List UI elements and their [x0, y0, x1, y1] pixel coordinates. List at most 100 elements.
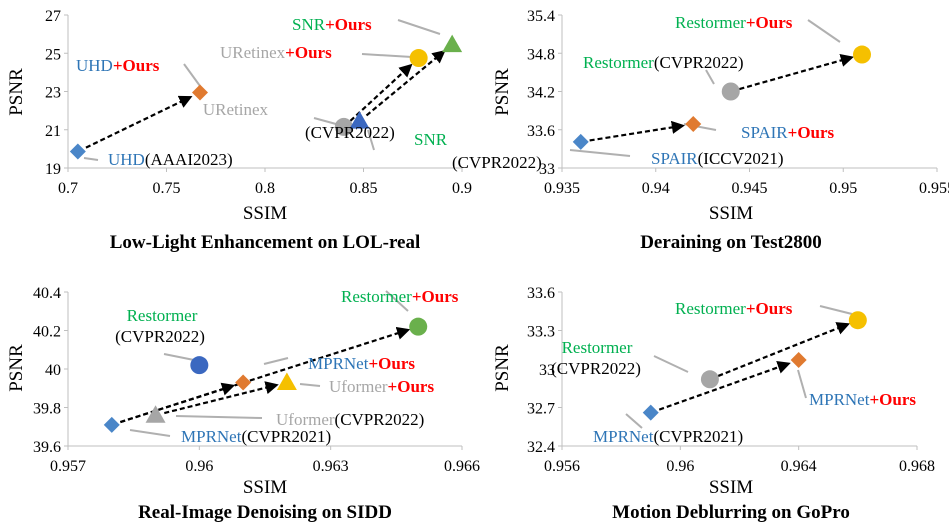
point-label-part: UHD: [108, 150, 145, 169]
point-label-part: Uformer: [276, 410, 335, 429]
x-tick-label: 0.935: [544, 180, 580, 197]
leader-line: [625, 413, 643, 429]
chart-title: Low-Light Enhancement on LOL-real: [110, 232, 421, 253]
chart-panel: 19 21 23 25 27 0.7 0.75 0.8 0.85 0.9 SSIM PSNR Low-L…: [6, 8, 542, 253]
point-label: MPRNet(CVPR2021): [593, 427, 743, 446]
point-label-part: SPAIR: [741, 123, 788, 142]
point-label-part: (CVPR2021): [653, 427, 743, 446]
point-label-part: +Ours: [412, 287, 459, 306]
y-tick-label: 32.7: [527, 401, 555, 418]
y-tick-label: 34.8: [527, 46, 555, 63]
point-label-venue: (CVPR2022): [551, 359, 641, 378]
leader-line: [569, 149, 631, 157]
point-label-part: MPRNet: [181, 427, 242, 446]
y-axis-label: PSNR: [492, 344, 513, 392]
chart-panel: 32.4 32.7 33 33.3 33.6 0.956 0.96 0.964 0.968 SSI…: [492, 285, 935, 523]
x-tick-label: 0.96: [185, 458, 213, 475]
point-label-part: Restormer: [675, 13, 746, 32]
data-point-circle: [721, 82, 740, 101]
chart-panel: 39.6 39.8 40 40.2 40.4 0.957 0.96 0.963 0.966 SSI…: [6, 285, 480, 523]
x-tick-label: 0.95: [829, 180, 857, 197]
x-axis-label: SSIM: [709, 477, 753, 498]
point-label: SPAIR+Ours: [741, 123, 835, 142]
point-label-part: (CVPR2022): [335, 410, 425, 429]
data-point-triangle: [276, 372, 297, 390]
point-label: SPAIR(ICCV2021): [651, 149, 784, 168]
leader-line: [361, 53, 413, 58]
point-label: Uformer+Ours: [329, 377, 434, 396]
point-label-part: +Ours: [746, 299, 793, 318]
point-label-venue: (CVPR2022): [305, 123, 395, 142]
improvement-arrow: [164, 381, 279, 415]
x-tick-label: 0.945: [732, 180, 768, 197]
data-point-diamond: [103, 416, 120, 433]
data-point-diamond: [685, 116, 702, 133]
chart-title: Deraining on Test2800: [640, 232, 822, 253]
point-label-part: Restormer: [562, 338, 633, 357]
y-tick-label: 33: [539, 362, 555, 379]
point-label: MPRNet(CVPR2021): [181, 427, 331, 446]
point-label: Restormer: [562, 338, 633, 357]
improvement-arrow: [658, 361, 791, 411]
x-tick-label: 0.956: [544, 458, 580, 475]
y-tick-label: 21: [45, 123, 61, 140]
y-tick-label: 40: [45, 362, 61, 379]
y-tick-label: 39.8: [33, 401, 61, 418]
point-label-part: UHD: [76, 56, 113, 75]
leader-line: [397, 19, 441, 35]
improvement-arrow: [717, 322, 851, 377]
point-label-part: SNR: [292, 15, 326, 34]
x-tick-label: 0.963: [313, 458, 349, 475]
x-tick-label: 0.966: [444, 458, 480, 475]
y-tick-label: 33.6: [527, 123, 555, 140]
data-point-diamond: [642, 404, 659, 421]
point-label: URetinex+Ours: [220, 43, 332, 62]
data-point-circle: [700, 370, 719, 389]
leader-line: [83, 157, 99, 161]
x-tick-label: 0.94: [642, 180, 670, 197]
improvement-arrow: [120, 326, 411, 424]
point-label-part: +Ours: [388, 377, 435, 396]
data-point-diamond: [572, 133, 589, 150]
y-tick-label: 27: [45, 8, 61, 25]
x-tick-label: 0.9: [452, 180, 472, 197]
y-tick-label: 32.4: [527, 439, 555, 456]
y-tick-label: 19: [45, 161, 61, 178]
point-label: UHD+Ours: [76, 56, 160, 75]
leader-line: [129, 429, 171, 437]
chart-title: Motion Deblurring on GoPro: [612, 502, 850, 523]
x-axis-label: SSIM: [243, 477, 287, 498]
point-label-part: +Ours: [788, 123, 835, 142]
y-tick-label: 39.6: [33, 439, 61, 456]
data-point-diamond: [69, 143, 86, 160]
x-axis-label: SSIM: [709, 203, 753, 224]
leader-line: [705, 69, 715, 85]
point-label-part: MPRNet: [809, 390, 870, 409]
chart-title: Real-Image Denoising on SIDD: [138, 502, 392, 523]
y-axis-label: PSNR: [6, 344, 27, 392]
improvement-arrow: [349, 63, 413, 122]
improvement-arrow: [365, 49, 446, 117]
point-label-part: SPAIR: [651, 149, 698, 168]
data-point-diamond: [191, 84, 208, 101]
x-tick-label: 0.968: [899, 458, 935, 475]
point-label-part: +Ours: [869, 390, 916, 409]
point-label-part: Uformer: [329, 377, 388, 396]
point-label: SNR+Ours: [292, 15, 372, 34]
point-label-part: +Ours: [325, 15, 372, 34]
chart-panel: 33 33.6 34.2 34.8 35.4 0.935 0.94 0.945 0.95 0.95…: [492, 8, 949, 253]
x-tick-label: 0.75: [153, 180, 181, 197]
leader-line: [797, 369, 807, 399]
leader-line: [385, 290, 409, 312]
leader-line: [653, 355, 689, 373]
x-tick-label: 0.955: [919, 180, 949, 197]
point-label-part: SNR: [414, 130, 448, 149]
x-tick-label: 0.957: [50, 458, 86, 475]
x-tick-label: 0.85: [350, 180, 378, 197]
point-label-part: +Ours: [746, 13, 793, 32]
leader-line: [263, 357, 289, 365]
data-point-diamond: [235, 374, 252, 391]
point-label: URetinex: [203, 100, 269, 119]
data-point-circle: [409, 49, 428, 68]
point-label-part: +Ours: [285, 43, 332, 62]
